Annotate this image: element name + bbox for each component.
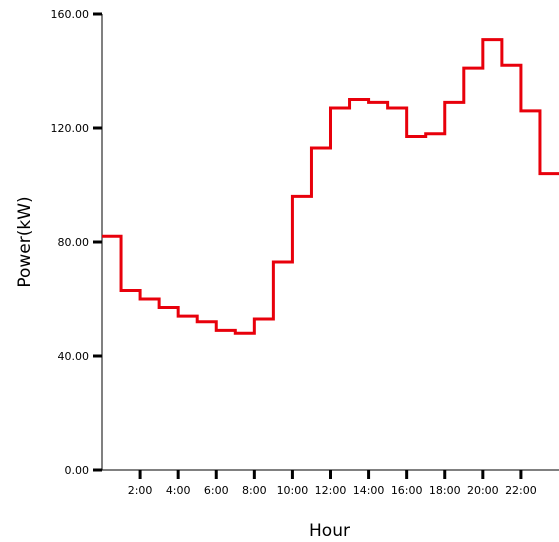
x-tick-label: 2:00: [128, 484, 153, 497]
x-axis: 2:00 4:00 6:00 8:00 10:00 12:00 14:00 16:00 18:0…: [102, 469, 559, 497]
y-axis-title: Power(kW): [15, 196, 35, 287]
y-tick-label: 40.00: [58, 350, 90, 363]
x-tick-label: 18:00: [429, 484, 461, 497]
power-series-line: [102, 38, 559, 335]
x-axis-title: Hour: [309, 521, 350, 541]
x-tick-label: 12:00: [315, 484, 347, 497]
x-tick-label: 6:00: [204, 484, 229, 497]
x-tick-label: 20:00: [467, 484, 499, 497]
x-tick-label: 10:00: [277, 484, 309, 497]
x-tick-label: 22:00: [505, 484, 537, 497]
y-tick-label: 0.00: [65, 464, 90, 477]
y-tick-label: 160.00: [51, 8, 90, 21]
y-axis: 0.00 40.00 80.00 120.00 160.00: [51, 8, 103, 477]
y-tick-label: 120.00: [51, 122, 90, 135]
x-tick-label: 8:00: [242, 484, 267, 497]
y-tick-label: 80.00: [58, 236, 90, 249]
series-group: [102, 38, 559, 335]
x-tick-label: 16:00: [391, 484, 423, 497]
x-tick-label: 4:00: [166, 484, 191, 497]
x-tick-label: 14:00: [353, 484, 385, 497]
